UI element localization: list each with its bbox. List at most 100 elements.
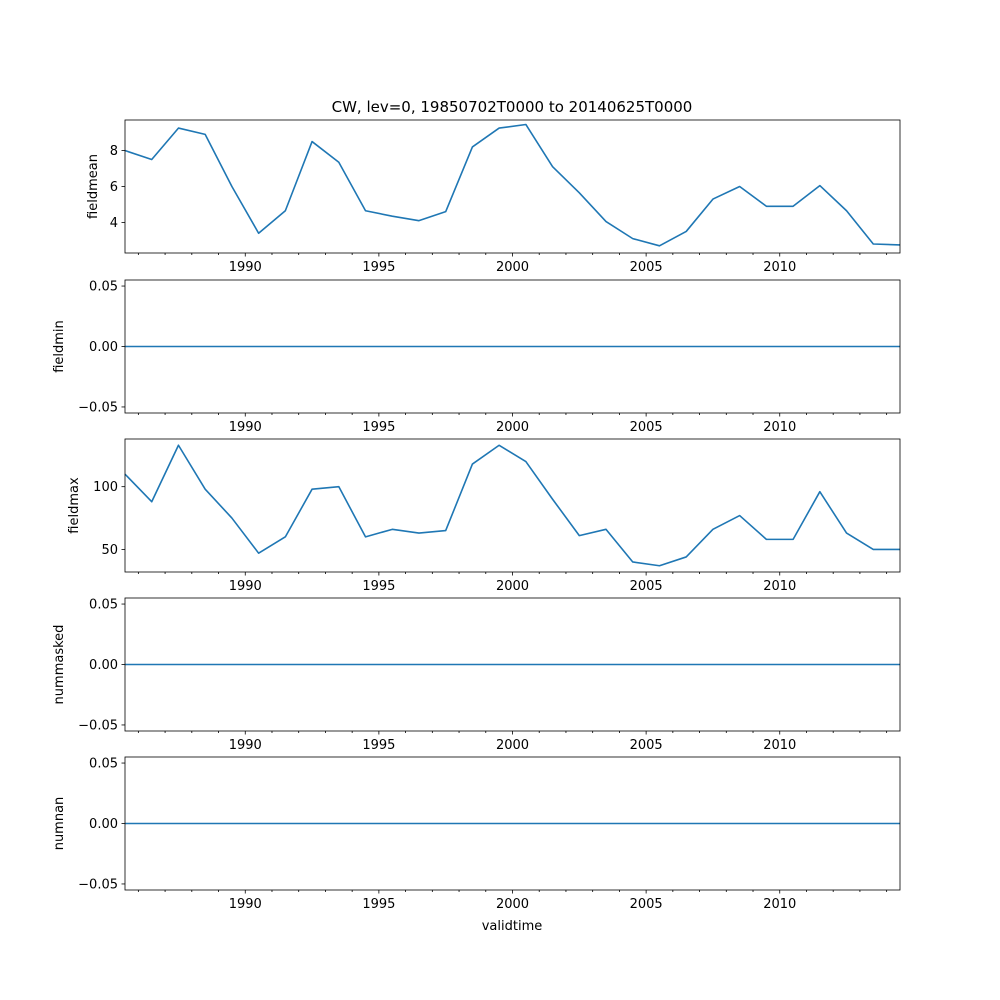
x-tick-label: 1990	[229, 897, 262, 912]
data-point	[418, 532, 420, 534]
data-point	[552, 498, 554, 500]
data-point	[846, 346, 848, 348]
data-point	[258, 823, 260, 825]
panel-numnan: 1990 1995 2000 2005 2010 −0.05 0.00 0.05 numnan	[52, 757, 901, 912]
data-point	[204, 823, 206, 825]
data-point	[285, 823, 287, 825]
data-point	[819, 823, 821, 825]
data-point	[712, 198, 714, 200]
panel-fieldmin: 1990 1995 2000 2005 2010 −0.05 0.00 0.05 fieldmi…	[52, 280, 901, 435]
data-point	[472, 346, 474, 348]
x-tick-label: 1990	[229, 420, 262, 435]
data-point	[418, 823, 420, 825]
data-point	[659, 823, 661, 825]
data-point	[739, 823, 741, 825]
x-tick-label: 2000	[496, 260, 529, 275]
y-axis-label-fieldmin: fieldmin	[52, 320, 67, 373]
data-point	[712, 529, 714, 531]
x-tick-label: 2010	[763, 260, 796, 275]
data-point	[579, 664, 581, 666]
data-point	[659, 565, 661, 567]
data-point	[311, 488, 313, 490]
data-point	[311, 664, 313, 666]
data-point	[846, 664, 848, 666]
data-point	[365, 823, 367, 825]
data-point	[178, 664, 180, 666]
data-point	[766, 539, 768, 541]
data-point	[445, 346, 447, 348]
data-point	[498, 823, 500, 825]
plot-frame	[124, 279, 901, 414]
y-tick-label: 4	[110, 216, 118, 231]
data-point	[178, 444, 180, 446]
panel-fieldmean: 1990 1995 2000 2005 2010 4 6 8 fieldmean	[86, 119, 901, 275]
y-tick-label: −0.05	[78, 400, 118, 415]
data-point	[685, 664, 687, 666]
plot-frame	[124, 438, 901, 573]
data-point	[632, 346, 634, 348]
y-tick-label: 100	[93, 480, 118, 495]
x-tick-label: 2010	[763, 897, 796, 912]
panel-nummasked: 1990 1995 2000 2005 2010 −0.05 0.00 0.05 nummask…	[52, 598, 901, 753]
data-point	[792, 823, 794, 825]
data-point	[605, 664, 607, 666]
data-point	[472, 823, 474, 825]
data-point	[338, 346, 340, 348]
data-point	[872, 664, 874, 666]
data-point	[819, 185, 821, 187]
data-point	[178, 346, 180, 348]
data-point	[685, 556, 687, 558]
data-point	[846, 823, 848, 825]
data-point	[552, 664, 554, 666]
data-point	[285, 664, 287, 666]
data-point	[872, 549, 874, 551]
x-tick-label: 2010	[763, 579, 796, 594]
data-point	[632, 561, 634, 563]
data-point	[445, 530, 447, 532]
data-point	[498, 346, 500, 348]
data-point	[766, 823, 768, 825]
data-point	[365, 536, 367, 538]
y-axis-label-numnan: numnan	[52, 797, 67, 851]
data-point	[659, 664, 661, 666]
x-axis-label: validtime	[482, 919, 543, 934]
data-point	[712, 823, 714, 825]
plot-frame	[124, 756, 901, 891]
data-point	[659, 245, 661, 247]
x-tick-label: 2010	[763, 738, 796, 753]
data-point	[766, 205, 768, 207]
data-point	[365, 346, 367, 348]
panels: 1990 1995 2000 2005 2010 4 6 8 fieldmean 1990 1995…	[52, 119, 901, 912]
data-point	[739, 186, 741, 188]
data-point	[685, 231, 687, 233]
data-point	[311, 141, 313, 143]
data-point	[204, 134, 206, 136]
data-point	[231, 823, 233, 825]
x-tick-label: 2005	[630, 260, 663, 275]
panel-fieldmax: 1990 1995 2000 2005 2010 50 100 fieldmax	[67, 438, 901, 594]
data-point	[792, 346, 794, 348]
y-tick-label: −0.05	[78, 718, 118, 733]
y-tick-label: −0.05	[78, 877, 118, 892]
data-point	[792, 539, 794, 541]
data-point	[739, 664, 741, 666]
data-point	[311, 823, 313, 825]
y-axis-label-fieldmean: fieldmean	[86, 154, 101, 219]
data-point	[231, 346, 233, 348]
data-point	[579, 192, 581, 194]
data-point	[632, 238, 634, 240]
chart-title: CW, lev=0, 19850702T0000 to 20140625T000…	[332, 98, 693, 116]
y-tick-label: 0.00	[89, 340, 118, 355]
data-point	[151, 159, 153, 161]
data-point	[846, 532, 848, 534]
data-point	[178, 823, 180, 825]
data-point	[391, 346, 393, 348]
data-point	[685, 823, 687, 825]
data-point	[472, 146, 474, 148]
data-point	[391, 823, 393, 825]
data-point	[338, 823, 340, 825]
data-point	[391, 664, 393, 666]
data-point	[445, 664, 447, 666]
